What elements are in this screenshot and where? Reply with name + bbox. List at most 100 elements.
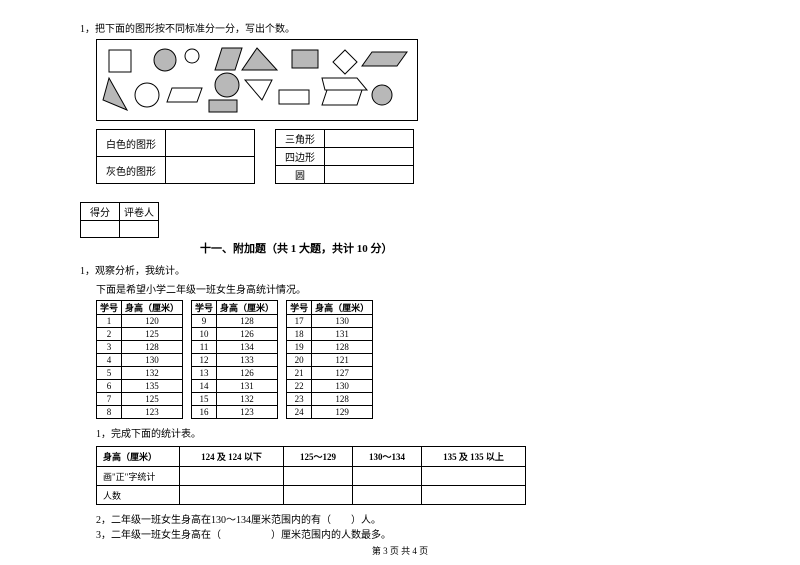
cell: 125 (122, 393, 183, 406)
height-data-tables: 学号身高（厘米） 1120 2125 3128 4130 5132 6135 7… (96, 300, 720, 419)
cell: 4 (97, 354, 122, 367)
cell: 16 (192, 406, 217, 419)
cell: 130 (122, 354, 183, 367)
th-id: 学号 (97, 301, 122, 315)
cell: 128 (217, 315, 278, 328)
circle-grey (154, 49, 176, 71)
q2-line1: 1，观察分析，我统计。 (80, 262, 720, 277)
cell: 24 (287, 406, 312, 419)
th-id: 学号 (192, 301, 217, 315)
quad-cell (325, 148, 414, 166)
cell: 121 (312, 354, 373, 367)
circle-grey-3 (372, 85, 392, 105)
circle-white (135, 83, 159, 107)
th-height: 身高（厘米） (312, 301, 373, 315)
th-id: 学号 (287, 301, 312, 315)
height-table-3: 学号身高（厘米） 17130 18131 19128 20121 21127 2… (286, 300, 373, 419)
cell: 123 (122, 406, 183, 419)
cell: 126 (217, 367, 278, 380)
cell: 17 (287, 315, 312, 328)
cell: 9 (192, 315, 217, 328)
cell: 1 (97, 315, 122, 328)
stat-h2: 124 及 124 以下 (180, 447, 284, 467)
grey-shapes-label: 灰色的图形 (97, 157, 166, 184)
cell: 128 (312, 341, 373, 354)
stat-h5: 135 及 135 以上 (422, 447, 526, 467)
cell: 15 (192, 393, 217, 406)
page-footer: 第 3 页 共 4 页 (0, 544, 800, 557)
circle-cell (325, 166, 414, 184)
cell: 10 (192, 328, 217, 341)
count-cell (422, 486, 526, 505)
white-shapes-label: 白色的图形 (97, 130, 166, 157)
triangle-white (245, 80, 272, 100)
circle-white-small (185, 49, 199, 63)
tally-label: 画"正"字统计 (97, 467, 180, 486)
cell: 22 (287, 380, 312, 393)
cell: 5 (97, 367, 122, 380)
stat-h3: 125～129 (283, 447, 352, 467)
grader-label: 评卷人 (120, 203, 159, 221)
grader-cell (120, 221, 159, 238)
cell: 23 (287, 393, 312, 406)
score-label: 得分 (81, 203, 120, 221)
tally-cell (180, 467, 284, 486)
triangle-white-2 (322, 78, 367, 90)
cell: 12 (192, 354, 217, 367)
q1-prompt: 1，把下面的图形按不同标准分一分，写出个数。 (80, 20, 720, 35)
rect-grey-2 (209, 100, 237, 112)
tally-cell (283, 467, 352, 486)
cell: 7 (97, 393, 122, 406)
count-cell (283, 486, 352, 505)
triangle-grey (242, 48, 277, 70)
cell: 130 (312, 315, 373, 328)
cell: 130 (312, 380, 373, 393)
quad-grey (215, 48, 242, 70)
cell: 129 (312, 406, 373, 419)
cell: 134 (217, 341, 278, 354)
cell: 8 (97, 406, 122, 419)
circle-grey-2 (215, 73, 239, 97)
cell: 18 (287, 328, 312, 341)
cell: 20 (287, 354, 312, 367)
cell: 123 (217, 406, 278, 419)
cell: 125 (122, 328, 183, 341)
cell: 21 (287, 367, 312, 380)
triangle-cell (325, 130, 414, 148)
cell: 128 (122, 341, 183, 354)
stat-h1: 身高（厘米） (97, 447, 180, 467)
q2-sub3: 3，二年级一班女生身高在（ ）厘米范围内的人数最多。 (96, 526, 720, 541)
triangle-grey-2 (103, 78, 127, 110)
cell: 2 (97, 328, 122, 341)
shape-table: 三角形 四边形 圆 (275, 129, 414, 184)
shapes-container (96, 39, 418, 121)
rect-white (279, 90, 309, 104)
cell: 120 (122, 315, 183, 328)
stat-h4: 130～134 (352, 447, 421, 467)
circle-label: 圆 (276, 166, 325, 184)
diamond-white (333, 50, 357, 74)
cell: 131 (312, 328, 373, 341)
count-cell (180, 486, 284, 505)
th-height: 身高（厘米） (122, 301, 183, 315)
quad-label: 四边形 (276, 148, 325, 166)
count-label: 人数 (97, 486, 180, 505)
cell: 19 (287, 341, 312, 354)
section-title: 十一、附加题（共 1 大题，共计 10 分） (200, 240, 720, 256)
parallelogram-grey (362, 52, 407, 66)
tally-cell (422, 467, 526, 486)
score-table: 得分 评卷人 (80, 202, 159, 238)
cell: 128 (312, 393, 373, 406)
cell: 126 (217, 328, 278, 341)
cell: 131 (217, 380, 278, 393)
white-shapes-cell (166, 130, 255, 157)
th-height: 身高（厘米） (217, 301, 278, 315)
cell: 132 (217, 393, 278, 406)
height-table-1: 学号身高（厘米） 1120 2125 3128 4130 5132 6135 7… (96, 300, 183, 419)
q2-sub1: 1，完成下面的统计表。 (96, 425, 720, 440)
rect-grey (292, 50, 318, 68)
grey-shapes-cell (166, 157, 255, 184)
shapes-svg (97, 40, 417, 120)
cell: 127 (312, 367, 373, 380)
cell: 14 (192, 380, 217, 393)
